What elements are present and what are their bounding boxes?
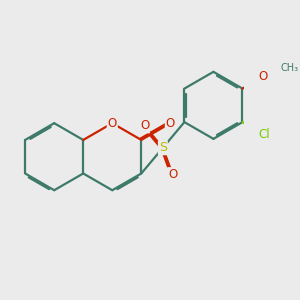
Text: S: S — [159, 141, 167, 154]
Text: O: O — [258, 70, 267, 83]
Text: O: O — [108, 117, 117, 130]
Text: Cl: Cl — [258, 128, 270, 141]
Text: CH₃: CH₃ — [280, 63, 298, 73]
Text: O: O — [168, 168, 177, 181]
Text: O: O — [166, 117, 175, 130]
Text: O: O — [140, 119, 149, 133]
